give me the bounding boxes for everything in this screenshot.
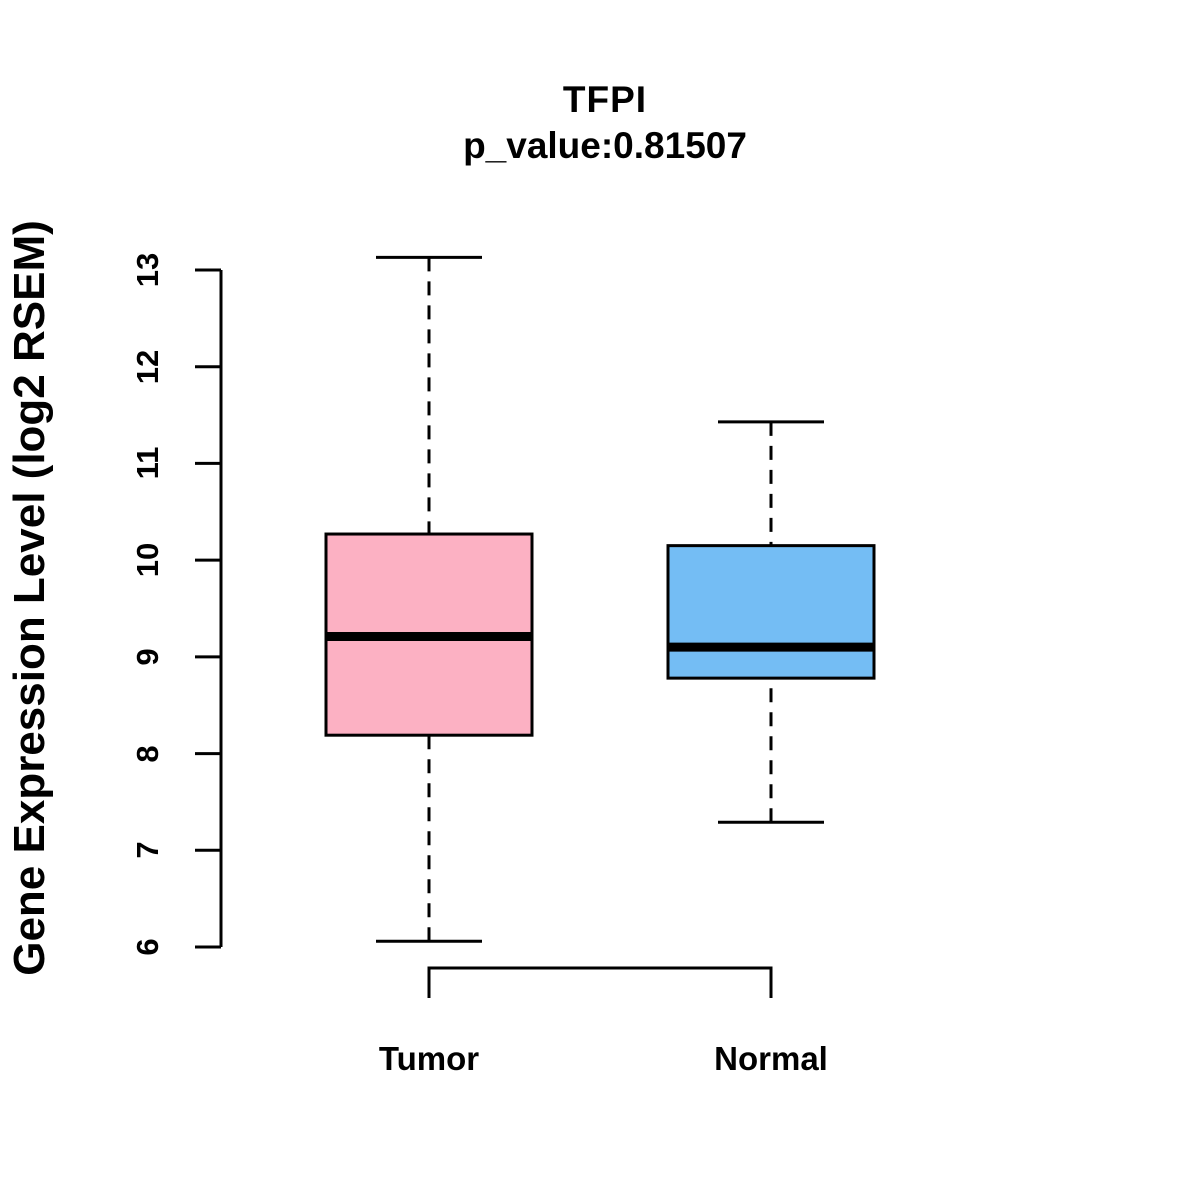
x-label-normal: Normal bbox=[714, 1040, 828, 1077]
y-tick-label-10: 10 bbox=[130, 542, 165, 578]
y-tick-label-9: 9 bbox=[130, 648, 165, 666]
y-tick-label-13: 13 bbox=[130, 252, 165, 288]
y-axis-title: Gene Expression Level (log2 RSEM) bbox=[5, 220, 54, 976]
normal-iqr-box bbox=[666, 544, 876, 680]
chart-subtitle-pvalue: p_value:0.81507 bbox=[463, 125, 747, 166]
y-tick-label-11: 11 bbox=[130, 447, 165, 480]
x-label-tumor: Tumor bbox=[378, 1040, 480, 1077]
y-tick-label-8: 8 bbox=[130, 744, 165, 763]
chart-title: TFPI bbox=[562, 79, 648, 120]
group-comparison-bracket bbox=[427, 966, 773, 998]
y-tick-label-7: 7 bbox=[130, 841, 165, 859]
y-tick-label-12: 12 bbox=[130, 349, 165, 384]
y-tick-label-6: 6 bbox=[130, 938, 165, 956]
